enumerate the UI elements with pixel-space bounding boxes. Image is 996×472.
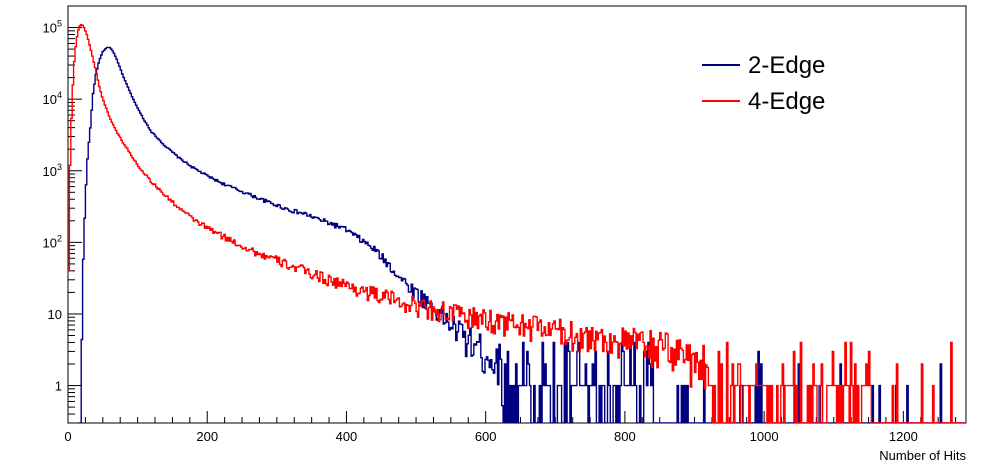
y-tick-label-base: 10 (43, 235, 57, 250)
y-tick-label-base: 10 (43, 164, 57, 179)
y-tick-label-exponent: 3 (57, 162, 62, 172)
y-tick-label-exponent: 4 (57, 90, 62, 100)
x-axis-title: Number of Hits (879, 448, 966, 463)
y-tick-label: 103 (43, 162, 62, 179)
series-line-4-edge (68, 24, 966, 423)
y-tick-label-exponent: 2 (57, 233, 62, 243)
x-tick-label: 400 (336, 429, 358, 444)
x-tick-label: 800 (614, 429, 636, 444)
y-tick-label-base: 10 (43, 92, 57, 107)
legend-label: 2-Edge (748, 52, 825, 79)
y-tick-label-base: 10 (43, 21, 57, 36)
y-tick-label: 10 (48, 307, 62, 322)
x-tick-label: 600 (475, 429, 497, 444)
x-axis: 0 200 400 600 800 1000 1200 (64, 411, 957, 444)
y-tick-label: 102 (43, 233, 62, 250)
x-tick-label: 1000 (750, 429, 779, 444)
x-tick-label: 200 (196, 429, 218, 444)
y-tick-label: 104 (43, 90, 62, 107)
x-tick-label: 1200 (889, 429, 918, 444)
y-tick-label-exponent: 5 (57, 19, 62, 29)
legend: 2-Edge 4-Edge (702, 52, 825, 115)
series-line-2-edge (78, 46, 966, 423)
plot-area (68, 24, 966, 423)
x-tick-label: 0 (64, 429, 71, 444)
y-tick-label: 105 (43, 19, 62, 36)
plot-frame (67, 5, 967, 424)
y-tick-label: 1 (55, 379, 62, 394)
legend-label: 4-Edge (748, 88, 825, 115)
